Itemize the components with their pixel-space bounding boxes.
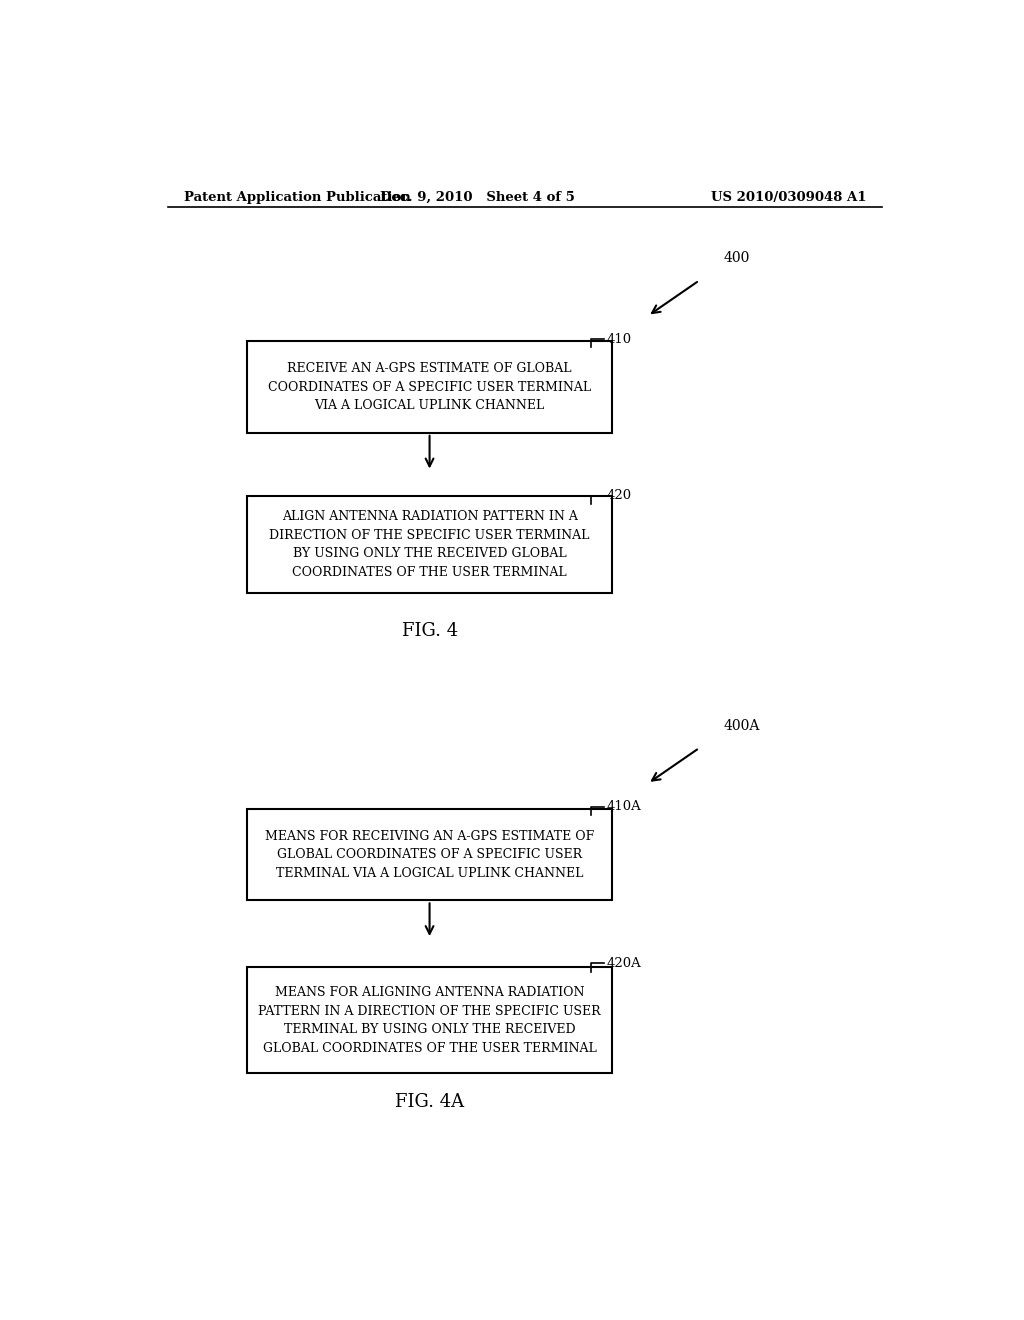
Text: 410A: 410A	[606, 800, 641, 813]
Text: 420: 420	[606, 490, 632, 503]
Bar	[247, 342, 612, 433]
Text: MEANS FOR ALIGNING ANTENNA RADIATION
PATTERN IN A DIRECTION OF THE SPECIFIC USER: MEANS FOR ALIGNING ANTENNA RADIATION PAT…	[258, 986, 601, 1055]
Text: MEANS FOR RECEIVING AN A-GPS ESTIMATE OF
GLOBAL COORDINATES OF A SPECIFIC USER
T: MEANS FOR RECEIVING AN A-GPS ESTIMATE OF…	[265, 830, 594, 879]
Bar	[247, 809, 612, 900]
Bar	[247, 968, 612, 1073]
Text: Patent Application Publication: Patent Application Publication	[183, 190, 411, 203]
Text: 400: 400	[723, 251, 750, 265]
Text: ALIGN ANTENNA RADIATION PATTERN IN A
DIRECTION OF THE SPECIFIC USER TERMINAL
BY : ALIGN ANTENNA RADIATION PATTERN IN A DIR…	[269, 511, 590, 579]
Text: 410: 410	[606, 333, 632, 346]
Text: FIG. 4: FIG. 4	[401, 622, 458, 640]
Bar	[247, 496, 612, 594]
Text: RECEIVE AN A-GPS ESTIMATE OF GLOBAL
COORDINATES OF A SPECIFIC USER TERMINAL
VIA : RECEIVE AN A-GPS ESTIMATE OF GLOBAL COOR…	[268, 362, 591, 412]
Text: Dec. 9, 2010   Sheet 4 of 5: Dec. 9, 2010 Sheet 4 of 5	[380, 190, 574, 203]
Text: 420A: 420A	[606, 957, 641, 970]
Text: 400A: 400A	[723, 718, 760, 733]
Text: US 2010/0309048 A1: US 2010/0309048 A1	[711, 190, 866, 203]
Text: FIG. 4A: FIG. 4A	[395, 1093, 464, 1110]
